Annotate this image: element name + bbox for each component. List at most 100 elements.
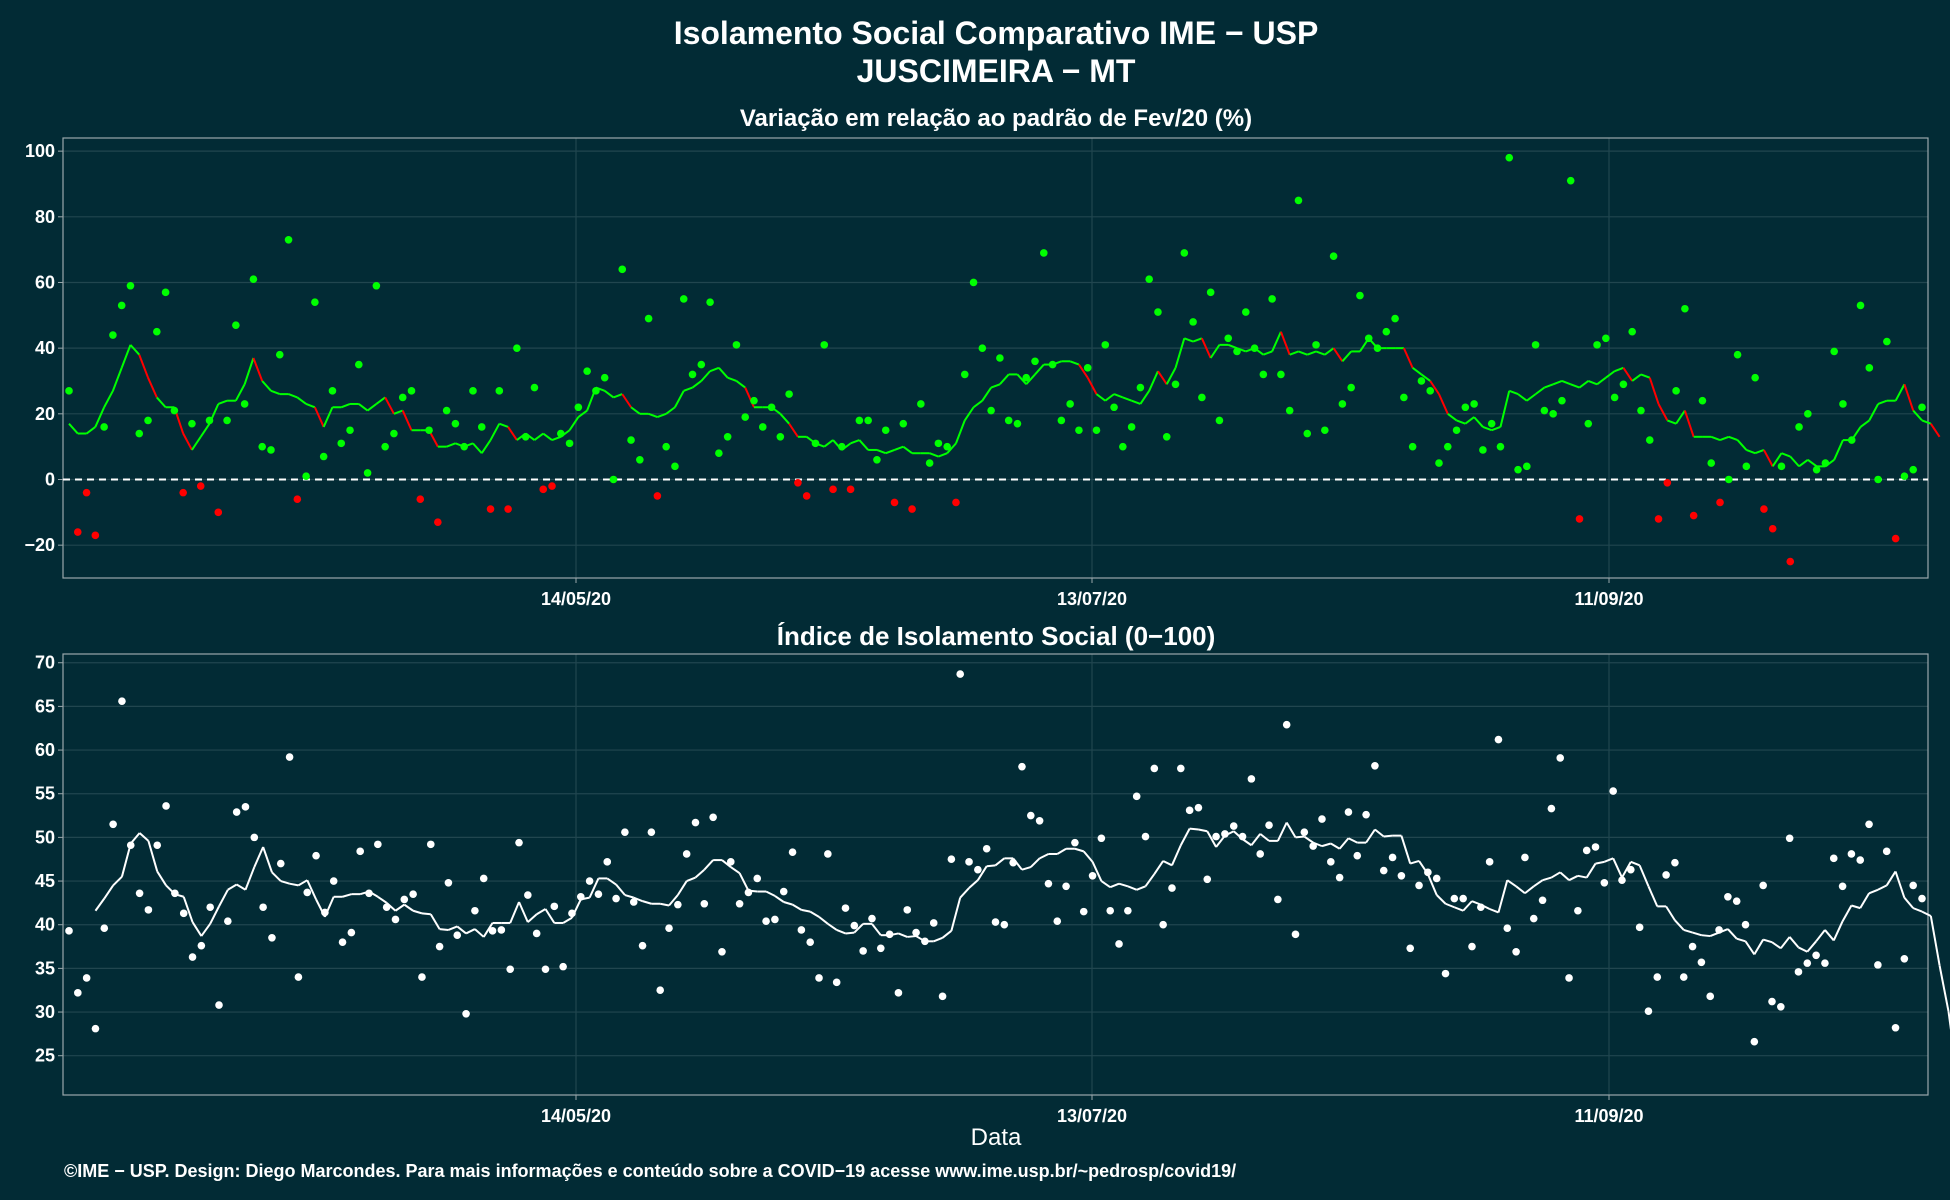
data-point (1794, 968, 1803, 976)
moving-average-segment (509, 901, 520, 924)
moving-average-segment (972, 399, 983, 409)
data-point (1679, 973, 1688, 981)
moving-average-segment (1279, 331, 1291, 356)
moving-average-segment (1789, 455, 1800, 468)
data-point (232, 808, 241, 816)
data-point (170, 406, 179, 415)
data-point (1092, 426, 1101, 435)
moving-average-segment (306, 879, 317, 900)
moving-average-segment (1903, 383, 1915, 411)
data-point (750, 396, 758, 405)
data-point (205, 416, 214, 425)
moving-average-segment (1365, 828, 1376, 844)
data-point (1321, 426, 1329, 435)
moving-average-segment (536, 908, 546, 916)
data-point (1547, 804, 1556, 813)
moving-average-segment (1657, 403, 1669, 421)
data-point (451, 419, 460, 428)
moving-average-segment (1938, 965, 1950, 1012)
data-point (715, 449, 723, 458)
data-point (1839, 400, 1847, 408)
data-point (1285, 406, 1294, 415)
data-point (250, 833, 259, 842)
moving-average-segment (665, 406, 676, 415)
data-point (556, 429, 565, 438)
data-point (284, 235, 293, 244)
moving-average-segment (1508, 389, 1519, 396)
moving-average-segment (288, 393, 298, 399)
moving-average-segment (938, 452, 948, 458)
moving-average-segment (218, 889, 229, 907)
y-tick-label: 55 (35, 784, 55, 804)
data-point (1215, 416, 1224, 425)
data-point (565, 439, 574, 448)
moving-average-segment (809, 910, 820, 918)
moving-average-segment (1321, 842, 1332, 848)
data-point (1221, 830, 1229, 838)
data-point (1062, 882, 1070, 891)
moving-average-segment (1200, 337, 1212, 359)
data-point (82, 488, 91, 497)
data-point (329, 877, 338, 885)
data-point (144, 906, 153, 914)
data-point (1291, 930, 1300, 939)
data-point (65, 387, 73, 395)
data-point (969, 278, 978, 287)
data-point (1804, 410, 1812, 418)
data-point (653, 492, 662, 500)
moving-average-segment (261, 380, 272, 392)
data-point (73, 528, 82, 536)
data-point (1865, 364, 1874, 372)
moving-average-segment (1868, 403, 1879, 421)
moving-average-segment (686, 876, 696, 882)
moving-average-segment (1338, 837, 1350, 850)
x-tick-label: 11/09/20 (1574, 589, 1643, 609)
moving-average-segment (871, 923, 882, 936)
data-point (991, 918, 1000, 926)
data-point (1031, 357, 1039, 366)
y-tick-label: 50 (35, 827, 55, 847)
moving-average-segment (1524, 885, 1535, 895)
moving-average-segment (1559, 871, 1570, 881)
data-point (1406, 944, 1415, 953)
data-point (1400, 393, 1408, 402)
data-point (1742, 462, 1751, 471)
data-point (532, 929, 541, 938)
moving-average-segment (779, 413, 790, 425)
moving-average-segment (1021, 866, 1032, 871)
data-point (530, 383, 539, 392)
plot-frame (62, 137, 1929, 579)
moving-average-segment (1091, 861, 1103, 882)
data-point (135, 889, 144, 898)
moving-average-segment (1109, 882, 1120, 889)
data-point (1838, 882, 1847, 891)
data-point (1468, 942, 1476, 951)
moving-average-segment (1241, 838, 1252, 847)
data-point (1865, 820, 1873, 829)
data-point (1435, 459, 1443, 467)
data-point (1417, 377, 1426, 385)
data-point (1379, 866, 1388, 875)
data-point (1000, 920, 1009, 929)
data-point (679, 295, 688, 303)
plot-frame (62, 653, 1929, 1096)
data-point (1441, 969, 1450, 978)
moving-average-segment (270, 389, 281, 396)
data-point (214, 508, 223, 517)
moving-average-segment (377, 895, 388, 904)
data-point (1391, 314, 1399, 323)
y-tick-label: 60 (35, 272, 55, 292)
y-tick-label: 25 (35, 1046, 55, 1066)
data-point (1145, 275, 1153, 283)
data-point (240, 400, 249, 408)
data-point (548, 482, 556, 490)
moving-average-segment (156, 396, 167, 408)
data-point (1593, 341, 1601, 349)
data-point (1274, 895, 1282, 904)
data-point (855, 416, 864, 425)
data-point (1706, 992, 1715, 1001)
data-point (894, 989, 903, 997)
data-point (241, 803, 250, 811)
data-point (293, 495, 302, 503)
moving-average-segment (1544, 383, 1554, 389)
